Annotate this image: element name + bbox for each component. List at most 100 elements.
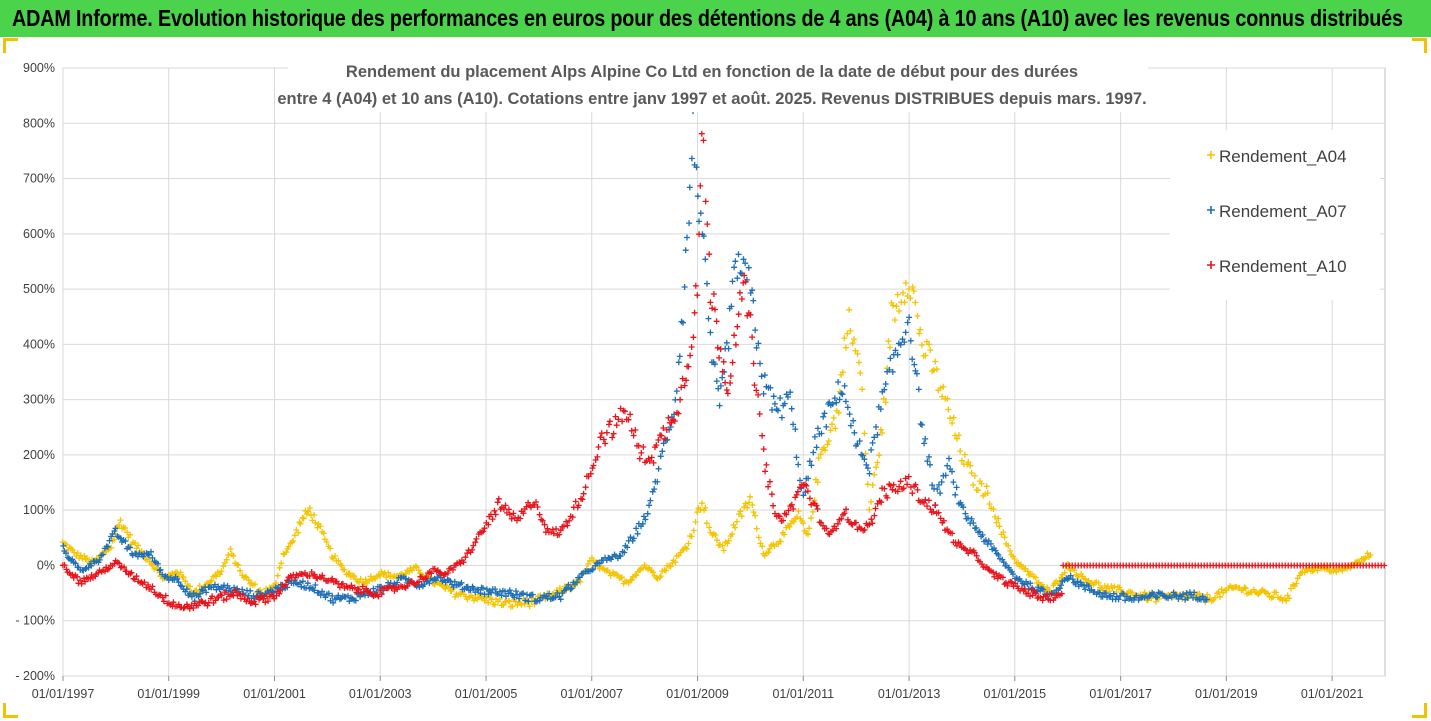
data-point bbox=[635, 442, 642, 449]
data-point bbox=[683, 545, 690, 552]
data-point bbox=[343, 583, 350, 590]
data-point bbox=[897, 341, 904, 348]
data-point bbox=[598, 430, 605, 437]
data-point bbox=[412, 563, 419, 570]
x-tick-label: 01/01/2009 bbox=[666, 687, 729, 701]
data-point bbox=[357, 589, 364, 596]
data-point bbox=[698, 130, 705, 137]
data-point bbox=[869, 439, 876, 446]
series-rendement_a10 bbox=[1060, 562, 1388, 569]
data-point bbox=[312, 582, 319, 588]
data-point bbox=[492, 586, 499, 593]
data-point bbox=[820, 413, 827, 420]
data-point bbox=[1129, 590, 1136, 596]
data-point bbox=[786, 524, 793, 530]
data-point bbox=[876, 452, 883, 459]
data-point bbox=[944, 526, 951, 533]
data-point bbox=[880, 395, 887, 402]
data-point bbox=[841, 510, 848, 517]
data-point bbox=[927, 461, 933, 468]
data-point bbox=[672, 559, 679, 566]
data-point bbox=[724, 390, 731, 397]
data-point bbox=[752, 327, 759, 334]
data-point bbox=[576, 574, 583, 581]
data-point bbox=[986, 501, 993, 507]
data-point bbox=[146, 552, 152, 559]
data-point bbox=[790, 506, 797, 512]
data-point bbox=[140, 553, 147, 560]
data-point bbox=[323, 539, 330, 545]
data-point bbox=[302, 507, 309, 514]
data-point bbox=[710, 291, 717, 297]
data-point bbox=[320, 530, 327, 537]
x-tick-label: 01/01/2001 bbox=[243, 687, 306, 701]
data-point bbox=[949, 420, 956, 426]
data-point bbox=[945, 406, 952, 413]
data-point bbox=[1141, 589, 1148, 596]
data-point bbox=[752, 512, 759, 519]
data-point bbox=[638, 449, 645, 456]
data-point bbox=[259, 592, 266, 599]
data-point bbox=[162, 592, 169, 599]
data-point bbox=[359, 583, 366, 590]
legend-marker bbox=[1207, 151, 1215, 159]
data-point bbox=[204, 602, 211, 609]
data-point bbox=[317, 523, 324, 530]
data-point bbox=[1102, 590, 1109, 596]
data-point bbox=[953, 484, 960, 491]
data-point bbox=[215, 583, 222, 590]
data-point bbox=[99, 551, 106, 558]
data-point bbox=[690, 527, 697, 534]
data-point bbox=[1007, 578, 1014, 585]
data-point bbox=[187, 583, 193, 590]
data-point bbox=[1010, 571, 1016, 578]
data-point bbox=[1005, 542, 1012, 549]
data-point bbox=[714, 344, 721, 351]
data-point bbox=[821, 410, 828, 417]
y-tick-label: 700% bbox=[23, 172, 55, 186]
data-point bbox=[260, 595, 267, 602]
data-point bbox=[183, 586, 190, 593]
data-point bbox=[247, 587, 254, 594]
data-point bbox=[671, 418, 678, 425]
data-point bbox=[770, 393, 777, 400]
data-point bbox=[910, 288, 917, 294]
data-point bbox=[679, 547, 686, 554]
data-point bbox=[999, 574, 1006, 581]
data-point bbox=[636, 455, 643, 462]
data-point bbox=[797, 477, 803, 484]
x-axis-ticks: 01/01/1997 01/01/1999 01/01/2001 01/01/2003… bbox=[32, 687, 1364, 701]
data-point bbox=[846, 411, 853, 418]
data-point bbox=[753, 344, 760, 351]
data-point bbox=[647, 497, 654, 504]
data-point bbox=[154, 560, 161, 567]
data-point bbox=[330, 599, 337, 606]
data-point bbox=[1362, 555, 1369, 562]
data-point bbox=[471, 597, 477, 604]
data-point bbox=[804, 488, 811, 495]
chart-title-background bbox=[288, 54, 1148, 112]
data-point bbox=[1056, 585, 1063, 592]
data-point bbox=[833, 525, 840, 532]
data-point bbox=[856, 359, 862, 366]
data-point bbox=[606, 421, 612, 428]
data-point bbox=[473, 535, 480, 542]
data-point bbox=[982, 537, 989, 544]
data-point bbox=[886, 366, 893, 373]
data-point bbox=[469, 546, 476, 553]
data-point bbox=[188, 593, 195, 600]
data-point bbox=[502, 502, 509, 509]
data-point bbox=[925, 497, 932, 504]
data-point bbox=[775, 512, 782, 519]
data-point bbox=[816, 519, 823, 526]
data-point bbox=[705, 315, 712, 322]
data-point bbox=[485, 521, 492, 528]
data-point bbox=[298, 583, 305, 590]
data-point bbox=[346, 570, 353, 577]
data-point bbox=[352, 597, 359, 604]
data-point bbox=[871, 434, 878, 441]
data-point bbox=[832, 425, 839, 432]
data-point bbox=[450, 584, 457, 590]
data-point bbox=[122, 538, 129, 545]
data-point bbox=[740, 256, 747, 263]
